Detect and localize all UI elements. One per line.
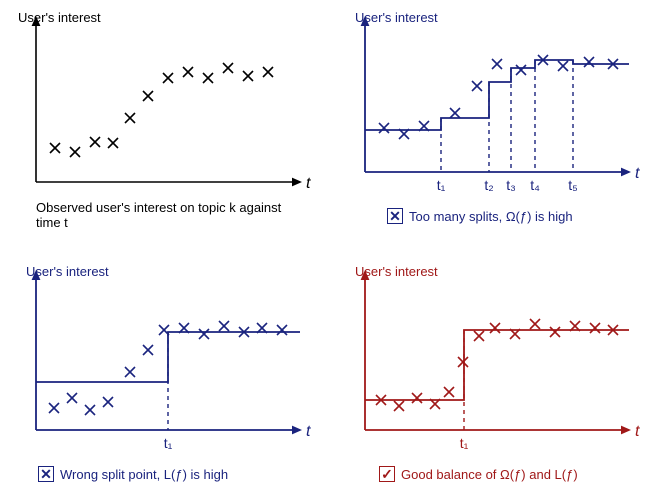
panel-b-ylabel: User's interest xyxy=(355,10,438,25)
panel-c-ylabel: User's interest xyxy=(26,264,109,279)
figure-grid: User's interest t Observed user's intere… xyxy=(0,0,658,500)
panel-c-svg: t t₁ xyxy=(0,250,329,500)
svg-text:t₂: t₂ xyxy=(484,177,493,193)
svg-text:t: t xyxy=(635,165,640,182)
panel-d-caption: ✓ Good balance of Ω(ƒ) and L(ƒ) xyxy=(379,466,578,482)
panel-c-caption-text: Wrong split point, L(ƒ) is high xyxy=(60,467,228,482)
panel-d-caption-text: Good balance of Ω(ƒ) and L(ƒ) xyxy=(401,467,578,482)
svg-text:t₄: t₄ xyxy=(530,177,540,193)
cross-box-icon: ✕ xyxy=(387,208,403,224)
check-box-icon: ✓ xyxy=(379,466,395,482)
panel-c-caption: ✕ Wrong split point, L(ƒ) is high xyxy=(38,466,228,482)
panel-a-caption-text: Observed user's interest on topic k agai… xyxy=(36,200,296,230)
panel-d: User's interest t t₁ ✓ Good balance of Ω(… xyxy=(329,250,658,500)
panel-a-caption: Observed user's interest on topic k agai… xyxy=(36,200,296,230)
panel-a: User's interest t Observed user's intere… xyxy=(0,0,329,250)
cross-box-icon: ✕ xyxy=(38,466,54,482)
svg-text:t: t xyxy=(306,175,311,192)
panel-d-ylabel: User's interest xyxy=(355,264,438,279)
svg-text:t₃: t₃ xyxy=(506,177,516,193)
panel-d-svg: t t₁ xyxy=(329,250,658,500)
svg-text:t₁: t₁ xyxy=(437,177,446,193)
panel-b: User's interest t t₁ t₂ t₃ t₄ t₅ ✕ Too many s… xyxy=(329,0,658,250)
svg-text:t₅: t₅ xyxy=(568,177,578,193)
panel-c: User's interest t t₁ ✕ Wrong split point,… xyxy=(0,250,329,500)
svg-text:t: t xyxy=(306,423,311,440)
svg-text:t₁: t₁ xyxy=(460,435,469,451)
panel-b-caption-text: Too many splits, Ω(ƒ) is high xyxy=(409,209,573,224)
svg-text:t: t xyxy=(635,423,640,440)
panel-b-caption: ✕ Too many splits, Ω(ƒ) is high xyxy=(387,208,573,224)
svg-text:t₁: t₁ xyxy=(164,435,173,451)
panel-a-ylabel: User's interest xyxy=(18,10,101,25)
